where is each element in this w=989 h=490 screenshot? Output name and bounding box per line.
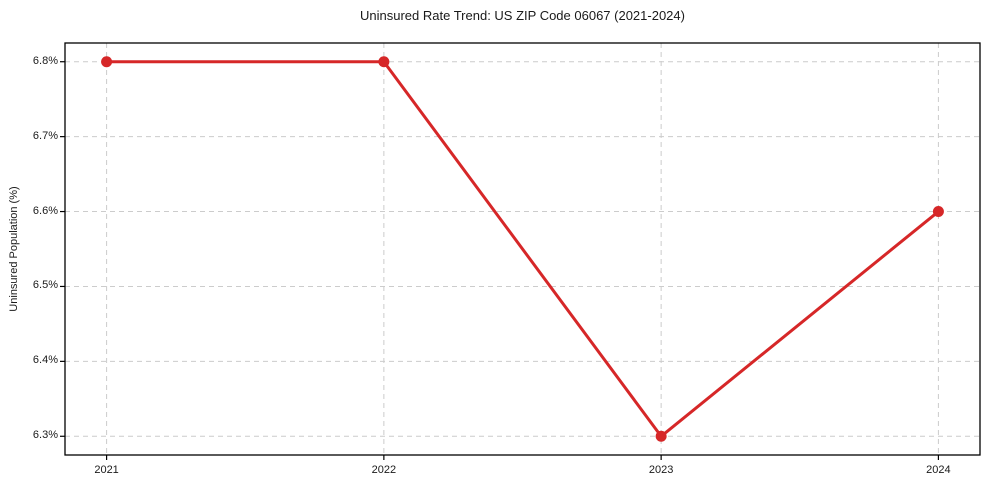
x-tick-label: 2023 — [648, 464, 674, 476]
y-tick-label: 6.7% — [32, 129, 58, 142]
data-point-marker — [101, 56, 113, 68]
x-tick-label: 2021 — [94, 464, 119, 476]
x-tick-label: 2024 — [926, 464, 951, 476]
data-point-marker — [932, 206, 944, 218]
x-tick-label: 2022 — [371, 464, 397, 476]
data-point-marker — [378, 56, 390, 68]
y-tick-label: 6.8% — [32, 54, 58, 67]
chart-title: Uninsured Rate Trend: US ZIP Code 06067 … — [360, 8, 685, 23]
trend-line — [105, 60, 940, 438]
y-tick-label: 6.6% — [32, 204, 58, 217]
y-tick-label: 6.5% — [32, 279, 58, 292]
y-tick-label: 6.4% — [32, 354, 58, 367]
axis-spines — [64, 42, 981, 456]
data-point-marker — [655, 430, 667, 442]
y-tick-label: 6.3% — [32, 429, 58, 442]
